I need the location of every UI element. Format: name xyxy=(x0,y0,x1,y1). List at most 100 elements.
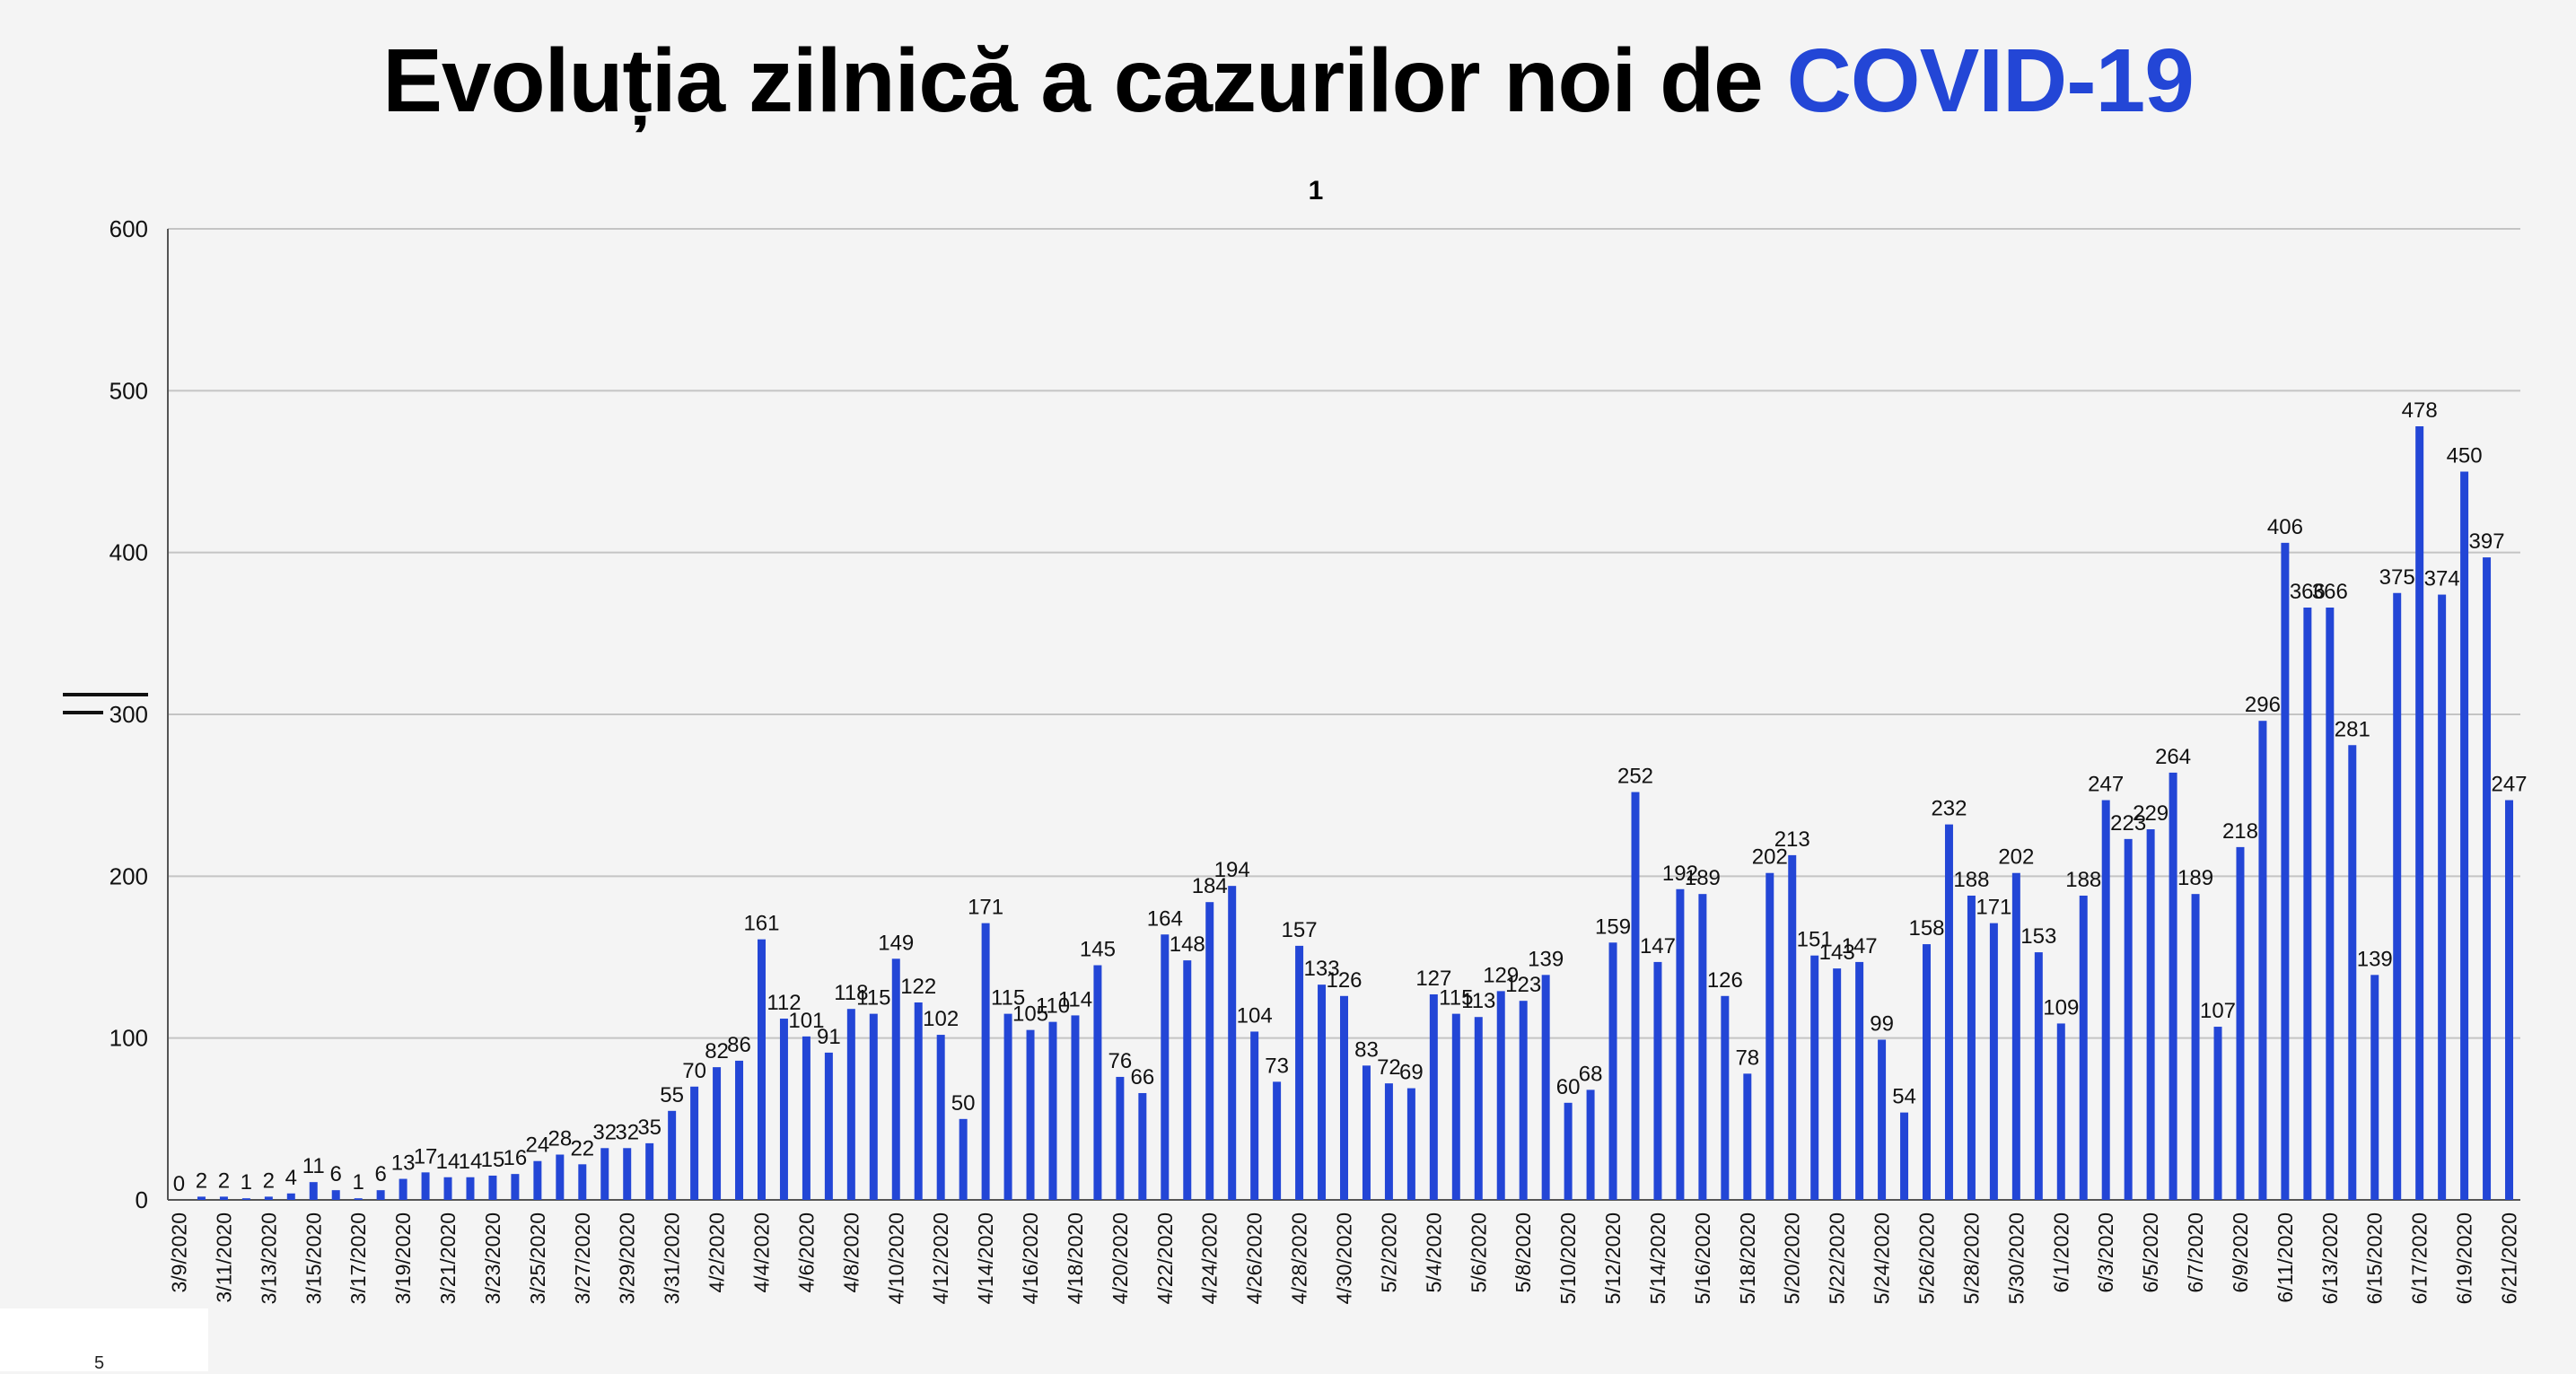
bar-5/6/2020 xyxy=(1474,1017,1483,1200)
data-label: 118 xyxy=(834,981,868,1005)
bar-3/23/2020 xyxy=(488,1175,497,1200)
data-label: 15 xyxy=(481,1148,505,1172)
data-label: 406 xyxy=(2267,515,2303,539)
bar-5/15/2020 xyxy=(1676,888,1685,1200)
data-label: 14 xyxy=(459,1150,483,1174)
data-label: 91 xyxy=(817,1025,841,1049)
x-tick-label: 4/6/2020 xyxy=(794,1212,818,1293)
data-label: 161 xyxy=(743,912,779,936)
data-label: 247 xyxy=(2088,773,2124,797)
bar-4/4/2020 xyxy=(757,939,766,1200)
bar-5/12/2020 xyxy=(1608,942,1617,1200)
data-label: 213 xyxy=(1774,827,1810,852)
x-tick-label: 3/11/2020 xyxy=(212,1212,235,1303)
bar-4/1/2020 xyxy=(690,1086,699,1200)
bar-5/10/2020 xyxy=(1564,1102,1573,1200)
data-label: 66 xyxy=(1130,1065,1154,1090)
data-label: 126 xyxy=(1707,968,1743,993)
y-tick-label: 300 xyxy=(110,701,148,728)
x-tick-label: 4/12/2020 xyxy=(929,1212,952,1304)
bar-5/7/2020 xyxy=(1496,991,1505,1200)
bar-3/11/2020 xyxy=(219,1196,228,1200)
x-tick-label: 4/18/2020 xyxy=(1064,1212,1087,1304)
x-tick-label: 5/22/2020 xyxy=(1826,1212,1849,1304)
x-tick-label: 3/25/2020 xyxy=(526,1212,549,1304)
data-label: 55 xyxy=(660,1083,684,1107)
data-labels: 0 2 2 1 2 4 11 6 1 6 13171414151624282232323555708… xyxy=(173,398,2528,1196)
y-axis-tick-labels: 0 100 200 300 400 500 600 xyxy=(110,215,148,1213)
bar-4/8/2020 xyxy=(846,1009,855,1200)
bar-4/10/2020 xyxy=(891,958,900,1200)
data-label: 13 xyxy=(391,1151,416,1176)
bar-4/11/2020 xyxy=(914,1002,923,1200)
data-label: 2 xyxy=(263,1168,275,1193)
data-label: 11 xyxy=(302,1154,325,1178)
data-label: 0 xyxy=(173,1172,185,1196)
data-label: 194 xyxy=(1214,858,1250,882)
data-label: 112 xyxy=(767,991,801,1015)
x-tick-label: 3/31/2020 xyxy=(661,1212,684,1304)
page-number-box xyxy=(0,1308,208,1371)
bar-6/21/2020 xyxy=(2505,800,2514,1200)
data-label: 110 xyxy=(1036,994,1070,1019)
data-label: 76 xyxy=(1108,1049,1133,1073)
data-label: 72 xyxy=(1377,1055,1401,1080)
x-tick-label: 5/18/2020 xyxy=(1736,1212,1759,1304)
data-label: 50 xyxy=(951,1091,976,1116)
bar-6/4/2020 xyxy=(2124,838,2133,1200)
bar-3/31/2020 xyxy=(668,1110,677,1200)
bar-4/14/2020 xyxy=(981,923,990,1200)
x-tick-label: 6/21/2020 xyxy=(2498,1212,2521,1304)
y-tick-label: 200 xyxy=(110,862,148,889)
data-label: 69 xyxy=(1399,1061,1424,1085)
bar-6/5/2020 xyxy=(2146,829,2155,1200)
x-tick-label: 5/20/2020 xyxy=(1781,1212,1804,1304)
bar-3/17/2020 xyxy=(354,1198,363,1200)
x-tick-label: 4/16/2020 xyxy=(1019,1212,1042,1304)
x-tick-label: 5/12/2020 xyxy=(1601,1212,1625,1304)
data-label: 188 xyxy=(2065,868,2101,892)
bar-6/17/2020 xyxy=(2415,426,2424,1200)
x-tick-label: 6/9/2020 xyxy=(2229,1212,2252,1293)
data-label: 16 xyxy=(504,1146,528,1170)
data-label: 102 xyxy=(923,1007,959,1031)
x-tick-label: 5/6/2020 xyxy=(1467,1212,1490,1293)
x-tick-label: 6/17/2020 xyxy=(2408,1212,2431,1304)
data-label: 24 xyxy=(526,1133,550,1158)
data-label: 60 xyxy=(1556,1075,1581,1099)
x-tick-label: 4/4/2020 xyxy=(749,1212,773,1293)
bar-6/11/2020 xyxy=(2281,542,2290,1200)
x-tick-label: 6/19/2020 xyxy=(2453,1212,2476,1304)
data-label: 281 xyxy=(2335,717,2370,741)
bar-5/28/2020 xyxy=(1967,895,1976,1200)
x-tick-label: 4/20/2020 xyxy=(1108,1212,1132,1304)
bar-4/17/2020 xyxy=(1048,1021,1057,1200)
bar-6/13/2020 xyxy=(2326,607,2335,1200)
bar-5/19/2020 xyxy=(1766,872,1774,1200)
data-label: 1 xyxy=(352,1170,364,1195)
bar-5/30/2020 xyxy=(2011,872,2020,1200)
bar-5/23/2020 xyxy=(1855,961,1864,1200)
data-label: 374 xyxy=(2424,567,2460,591)
page-title-main: Evoluția zilnică a cazurilor noi de xyxy=(382,31,1787,131)
data-label: 126 xyxy=(1326,968,1362,993)
data-label: 171 xyxy=(968,896,1003,920)
bar-5/27/2020 xyxy=(1944,824,1953,1200)
data-label: 184 xyxy=(1192,874,1228,898)
bar-3/24/2020 xyxy=(511,1174,520,1200)
x-tick-label: 4/2/2020 xyxy=(705,1212,729,1293)
data-label: 145 xyxy=(1080,938,1116,962)
data-label: 2 xyxy=(196,1168,207,1193)
data-label: 115 xyxy=(1439,986,1473,1011)
data-label: 143 xyxy=(1819,941,1855,965)
bar-4/27/2020 xyxy=(1273,1081,1282,1200)
data-label: 247 xyxy=(2491,773,2527,797)
bar-5/24/2020 xyxy=(1878,1039,1887,1200)
data-label: 366 xyxy=(2290,580,2326,604)
x-tick-label: 5/24/2020 xyxy=(1871,1212,1894,1304)
bar-6/3/2020 xyxy=(2101,800,2110,1200)
bar-4/25/2020 xyxy=(1228,886,1237,1200)
bar-3/10/2020 xyxy=(197,1196,206,1200)
bar-3/14/2020 xyxy=(286,1193,295,1200)
